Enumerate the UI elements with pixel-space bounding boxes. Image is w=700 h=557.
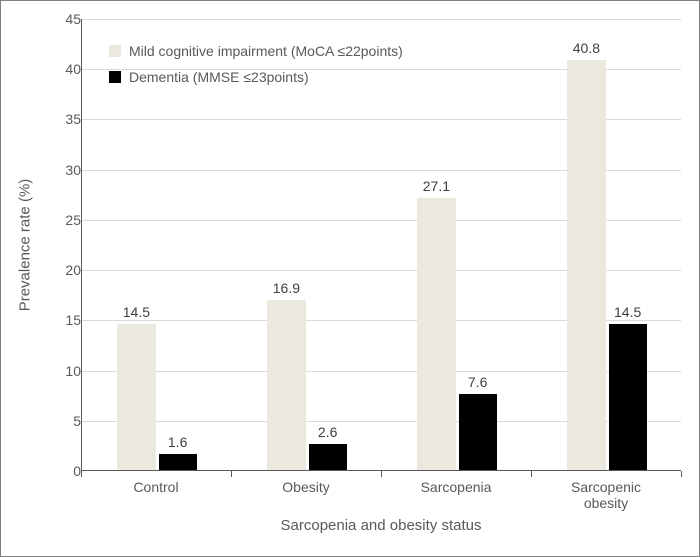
legend-item: Dementia (MMSE ≤23points)	[109, 69, 403, 85]
y-tick-label: 10	[1, 363, 81, 379]
bar	[417, 198, 455, 470]
x-tick-label: Control	[133, 479, 178, 495]
legend-item: Mild cognitive impairment (MoCA ≤22point…	[109, 43, 403, 59]
bar-value-label: 1.6	[168, 434, 187, 450]
y-tick-label: 45	[1, 11, 81, 27]
x-tick-mark	[531, 471, 532, 477]
bar	[267, 300, 305, 470]
legend: Mild cognitive impairment (MoCA ≤22point…	[109, 43, 403, 95]
legend-swatch	[109, 45, 121, 57]
bar	[309, 444, 347, 470]
x-axis-title: Sarcopenia and obesity status	[281, 517, 482, 534]
x-tick-mark	[381, 471, 382, 477]
x-tick-label: Sarcopenic obesity	[571, 479, 641, 511]
y-tick-label: 25	[1, 212, 81, 228]
y-tick-label: 35	[1, 111, 81, 127]
y-tick-label: 0	[1, 463, 81, 479]
bar-value-label: 2.6	[318, 424, 337, 440]
x-tick-label: Obesity	[282, 479, 329, 495]
x-tick-label: Sarcopenia	[421, 479, 492, 495]
bar	[609, 324, 647, 470]
bar	[159, 454, 197, 470]
y-tick-label: 5	[1, 413, 81, 429]
gridline	[82, 19, 681, 20]
x-tick-mark	[231, 471, 232, 477]
y-tick-label: 20	[1, 262, 81, 278]
bar-value-label: 27.1	[423, 178, 450, 194]
bar-value-label: 40.8	[573, 40, 600, 56]
y-tick-label: 40	[1, 61, 81, 77]
bar	[117, 324, 155, 470]
y-tick-label: 15	[1, 312, 81, 328]
x-tick-mark	[681, 471, 682, 477]
bar-value-label: 14.5	[614, 304, 641, 320]
bar-value-label: 16.9	[273, 280, 300, 296]
y-tick-label: 30	[1, 162, 81, 178]
bar	[459, 394, 497, 470]
chart-container: 14.5 1.6 16.9 2.6 27.1 7.6 40.8 14.5 0 5 10 15 20 25…	[0, 0, 700, 557]
bar-value-label: 7.6	[468, 374, 487, 390]
y-axis-title: Prevalence rate (%)	[17, 179, 34, 312]
legend-label: Mild cognitive impairment (MoCA ≤22point…	[129, 43, 403, 59]
bar-value-label: 14.5	[123, 304, 150, 320]
legend-swatch	[109, 71, 121, 83]
bar	[567, 60, 605, 470]
x-tick-mark	[81, 471, 82, 477]
legend-label: Dementia (MMSE ≤23points)	[129, 69, 309, 85]
